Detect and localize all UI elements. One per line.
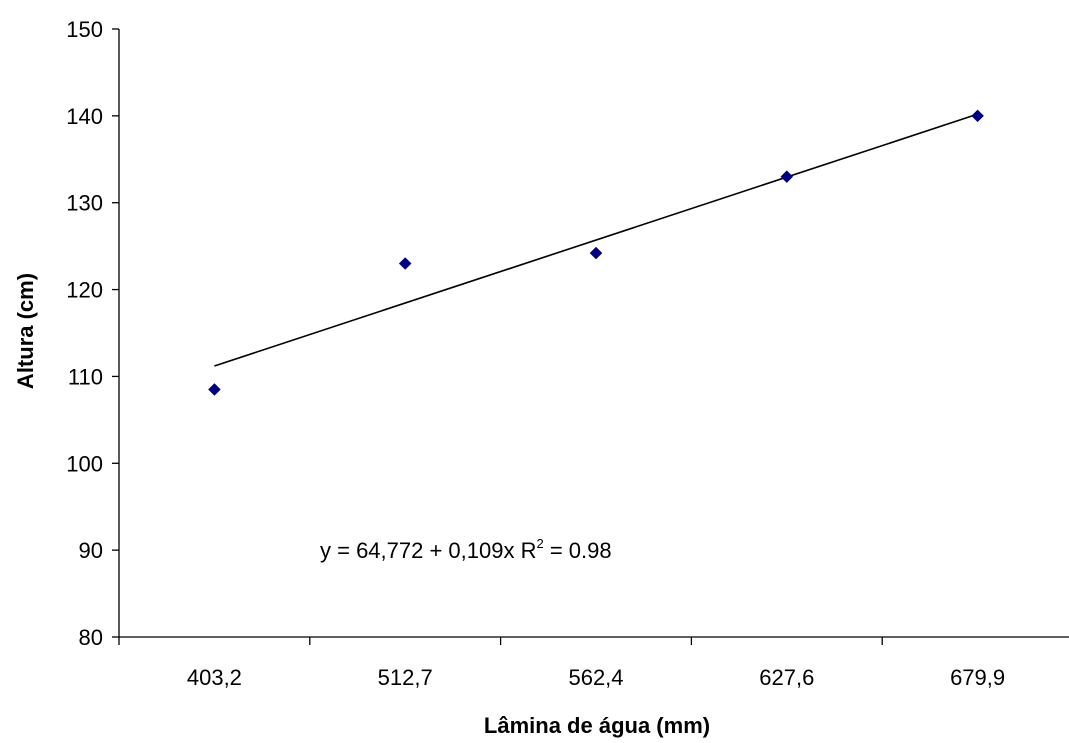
y-tick-label: 140 bbox=[66, 104, 103, 129]
y-tick-label: 130 bbox=[66, 191, 103, 216]
regression-equation: y = 64,772 + 0,109x R2 = 0.98 bbox=[320, 536, 612, 563]
axes bbox=[112, 28, 1069, 645]
data-points bbox=[208, 109, 984, 396]
data-point bbox=[589, 246, 603, 260]
data-point bbox=[780, 170, 794, 184]
r-squared-superscript: 2 bbox=[537, 536, 544, 551]
x-tick-label: 403,2 bbox=[187, 665, 242, 690]
y-tick-label: 80 bbox=[79, 625, 103, 650]
x-tick-label: 562,4 bbox=[568, 665, 623, 690]
x-tick-label: 627,6 bbox=[759, 665, 814, 690]
data-point bbox=[398, 257, 412, 270]
y-tick-label: 150 bbox=[66, 17, 103, 42]
data-point bbox=[971, 109, 984, 123]
equation-main-text: y = 64,772 + 0,109x R bbox=[320, 538, 537, 563]
x-tick-label: 512,7 bbox=[378, 665, 433, 690]
r-squared-value: = 0.98 bbox=[544, 538, 612, 563]
y-tick-label: 90 bbox=[79, 538, 103, 563]
y-tick-label: 120 bbox=[66, 278, 103, 303]
y-tick-label: 100 bbox=[66, 451, 103, 476]
tick-labels: 80 90 100 110 120 130 140 150 403,2 512,7 562,4 627… bbox=[66, 17, 1005, 690]
x-axis-title: Lâmina de água (mm) bbox=[484, 713, 710, 738]
x-tick-label: 679,9 bbox=[950, 665, 1005, 690]
trendline-group bbox=[214, 113, 978, 367]
y-tick-label: 110 bbox=[68, 364, 103, 389]
trendline bbox=[214, 113, 978, 367]
y-axis-title: Altura (cm) bbox=[13, 273, 38, 389]
data-point bbox=[208, 383, 221, 396]
